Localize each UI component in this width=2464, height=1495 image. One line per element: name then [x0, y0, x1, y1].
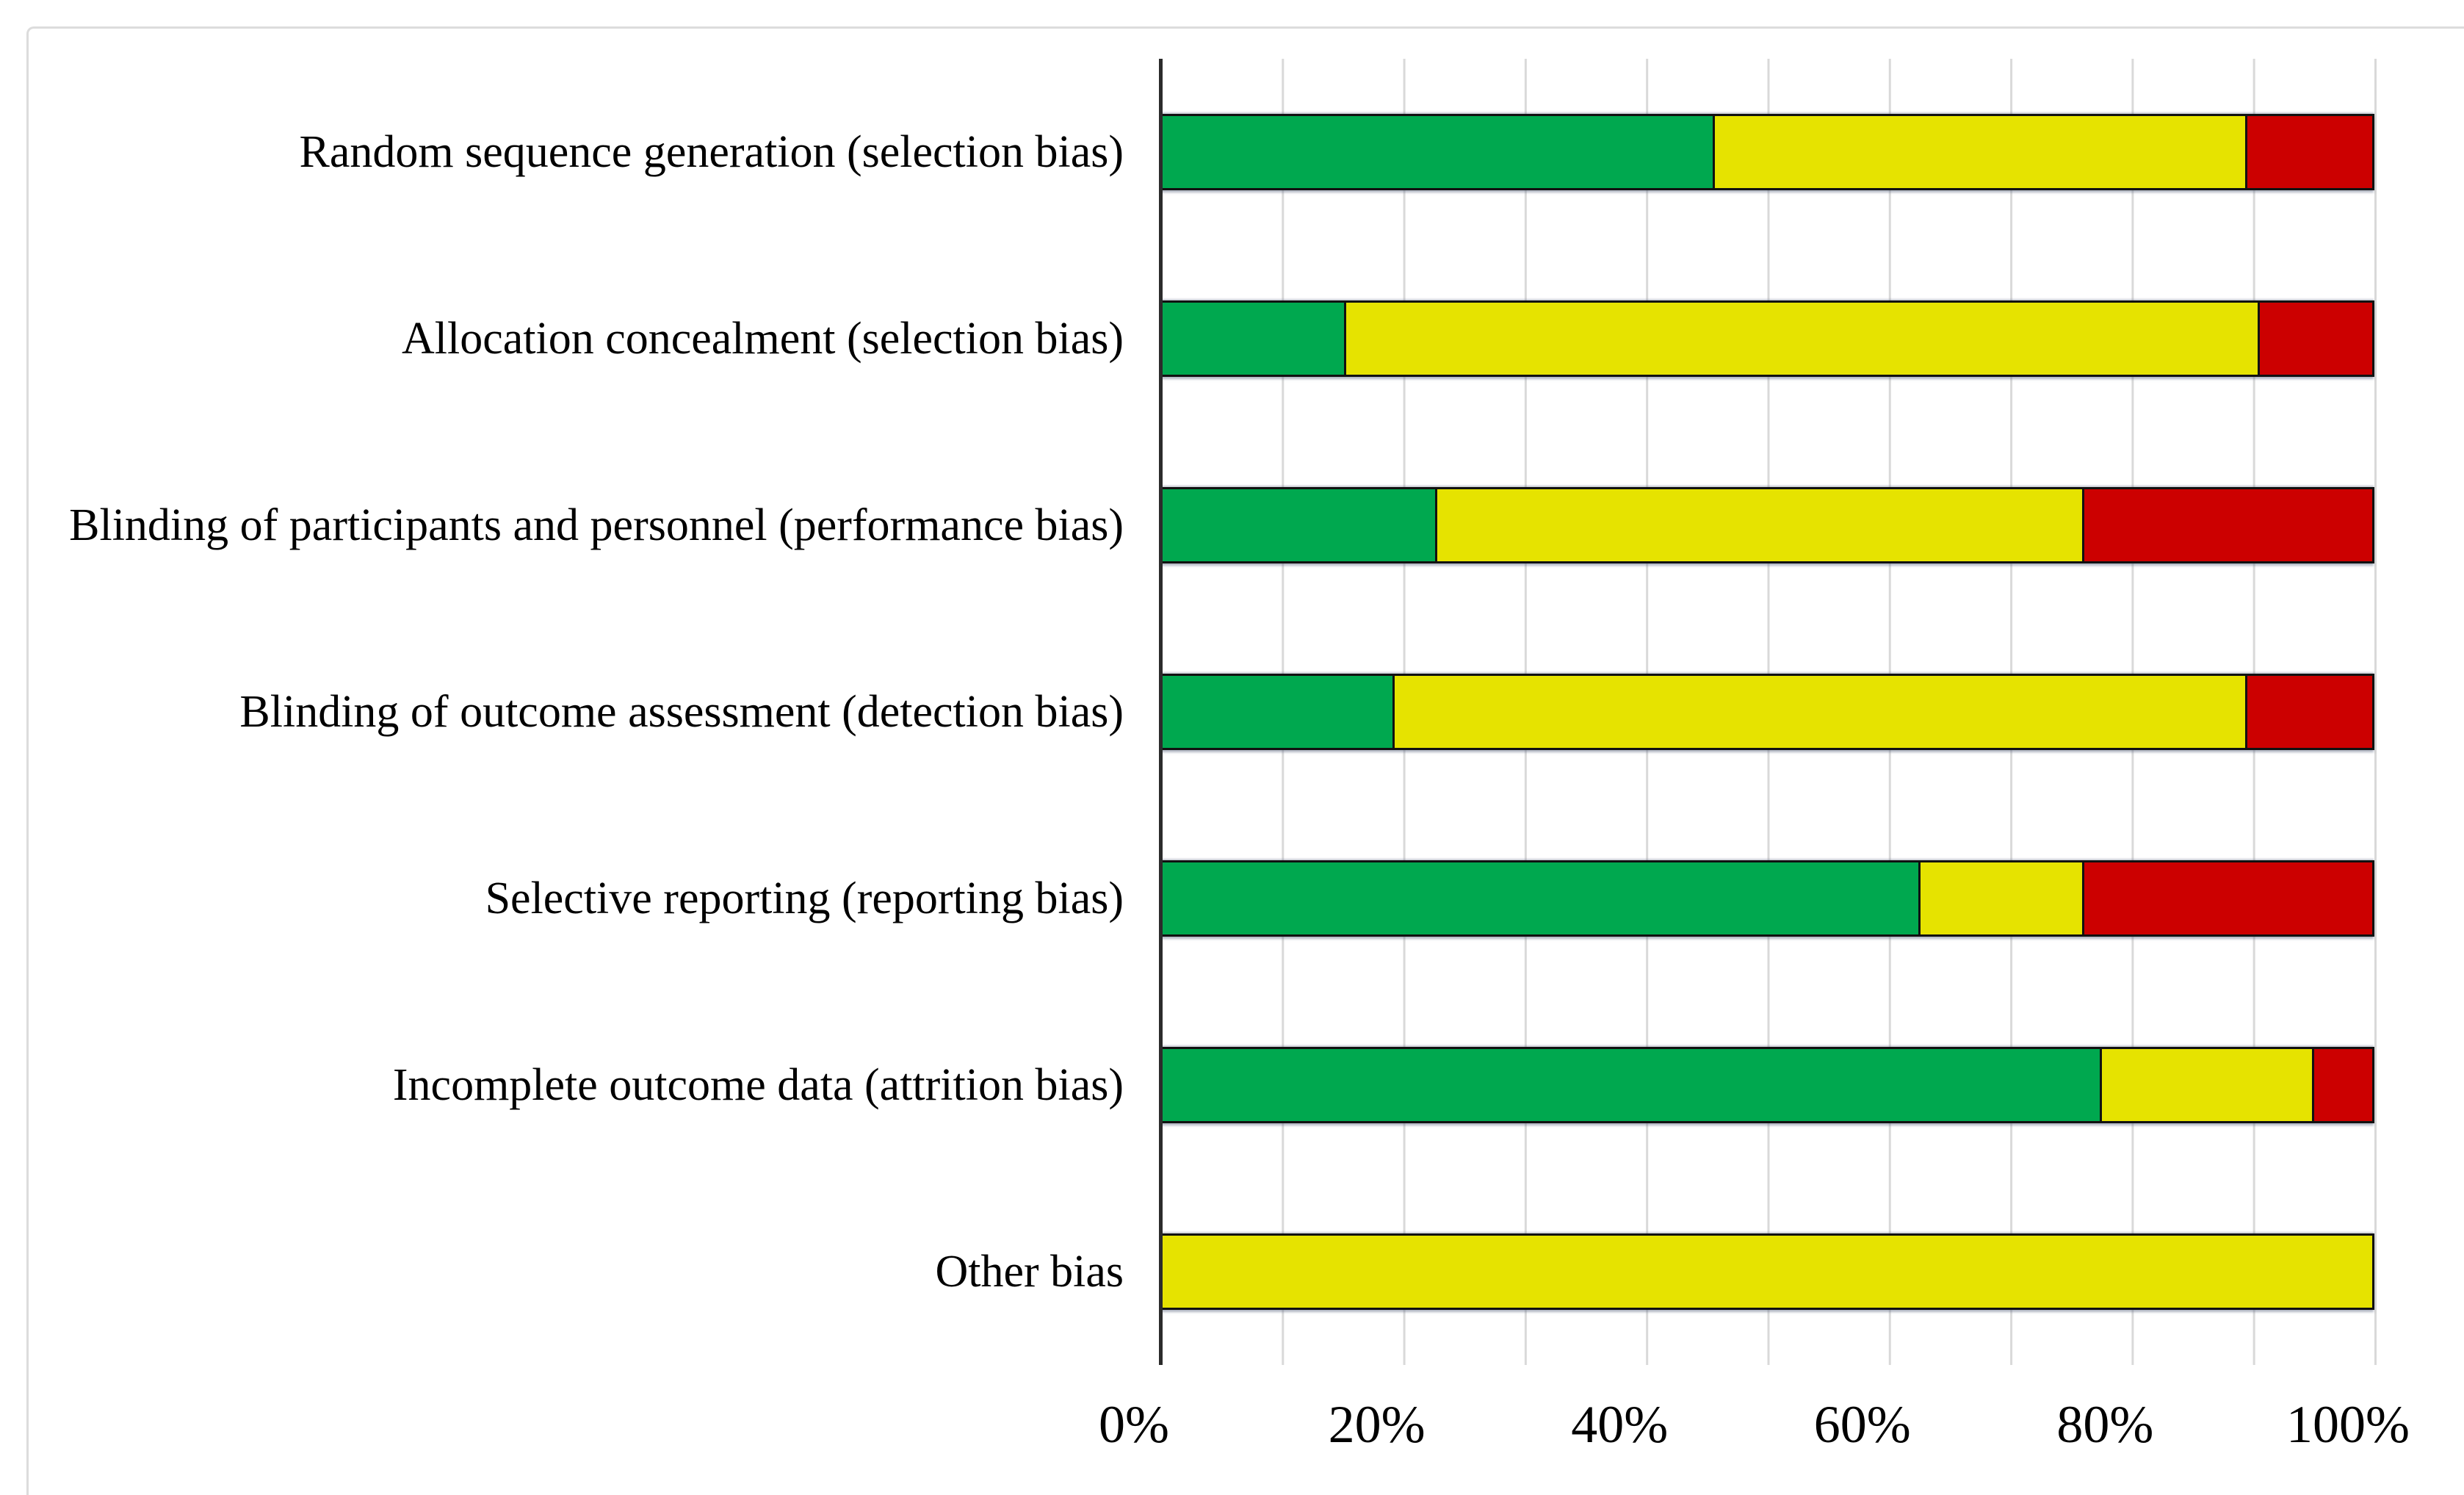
risk-of-bias-chart: Random sequence generation (selection bi… — [26, 59, 2377, 1365]
x-tick-label: 20% — [1328, 1395, 1426, 1454]
unclear-risk-segment — [1713, 116, 2246, 188]
bar-row — [1160, 992, 2374, 1178]
low-risk-segment — [1163, 489, 1435, 561]
plot-area — [1159, 59, 2377, 1365]
high-risk-segment — [2245, 116, 2372, 188]
unclear-risk-segment — [1434, 489, 2082, 561]
stacked-bar — [1160, 1233, 2374, 1310]
stacked-bar — [1160, 114, 2374, 190]
x-tick-label: 100% — [2286, 1395, 2410, 1454]
unclear-risk-segment — [1918, 862, 2082, 934]
bar-row — [1160, 59, 2374, 245]
low-risk-segment — [1163, 676, 1392, 748]
stacked-bar — [1160, 487, 2374, 563]
category-label: Selective reporting (reporting bias) — [485, 873, 1124, 923]
unclear-risk-segment — [1344, 303, 2258, 375]
bar-row — [1160, 245, 2374, 432]
high-risk-segment — [2257, 303, 2372, 375]
low-risk-segment — [1163, 303, 1345, 375]
low-risk-segment — [1163, 1049, 2100, 1121]
low-risk-segment — [1163, 862, 1919, 934]
stacked-bar — [1160, 674, 2374, 750]
low-risk-segment — [1163, 116, 1713, 188]
label-row: Allocation concealment (selection bias) — [26, 245, 1124, 432]
unclear-risk-segment — [2100, 1049, 2312, 1121]
label-row: Blinding of participants and personnel (… — [26, 432, 1124, 619]
bar-row — [1160, 432, 2374, 619]
high-risk-segment — [2311, 1049, 2372, 1121]
x-axis: 0% 20% 40% 60% 80% 100% — [1099, 1394, 2410, 1475]
high-risk-segment — [2081, 862, 2372, 934]
label-row: Other bias — [26, 1178, 1124, 1365]
bar-row — [1160, 1178, 2374, 1365]
category-label: Random sequence generation (selection bi… — [299, 126, 1124, 177]
label-row: Blinding of outcome assessment (detectio… — [26, 619, 1124, 805]
category-label: Blinding of outcome assessment (detectio… — [239, 686, 1124, 737]
unclear-risk-segment — [1163, 1236, 2372, 1308]
category-label: Other bias — [935, 1246, 1124, 1297]
category-label: Blinding of participants and personnel (… — [69, 500, 1124, 550]
label-row: Random sequence generation (selection bi… — [26, 59, 1124, 245]
figure-frame — [26, 26, 2464, 1495]
unclear-risk-segment — [1392, 676, 2246, 748]
x-tick-label: 0% — [1099, 1395, 1169, 1454]
label-row: Incomplete outcome data (attrition bias) — [26, 992, 1124, 1178]
category-label: Incomplete outcome data (attrition bias) — [392, 1059, 1124, 1110]
stacked-bar — [1160, 1047, 2374, 1123]
x-tick-label: 60% — [1813, 1395, 1911, 1454]
stacked-bar — [1160, 300, 2374, 377]
high-risk-segment — [2245, 676, 2372, 748]
high-risk-segment — [2081, 489, 2372, 561]
x-tick-label: 40% — [1571, 1395, 1669, 1454]
label-row: Selective reporting (reporting bias) — [26, 805, 1124, 992]
category-labels-column: Random sequence generation (selection bi… — [26, 59, 1160, 1365]
category-label: Allocation concealment (selection bias) — [401, 313, 1124, 364]
x-tick-label: 80% — [2056, 1395, 2154, 1454]
stacked-bar — [1160, 860, 2374, 937]
y-axis-line — [1159, 59, 1163, 1365]
bar-row — [1160, 805, 2374, 992]
bar-row — [1160, 619, 2374, 805]
